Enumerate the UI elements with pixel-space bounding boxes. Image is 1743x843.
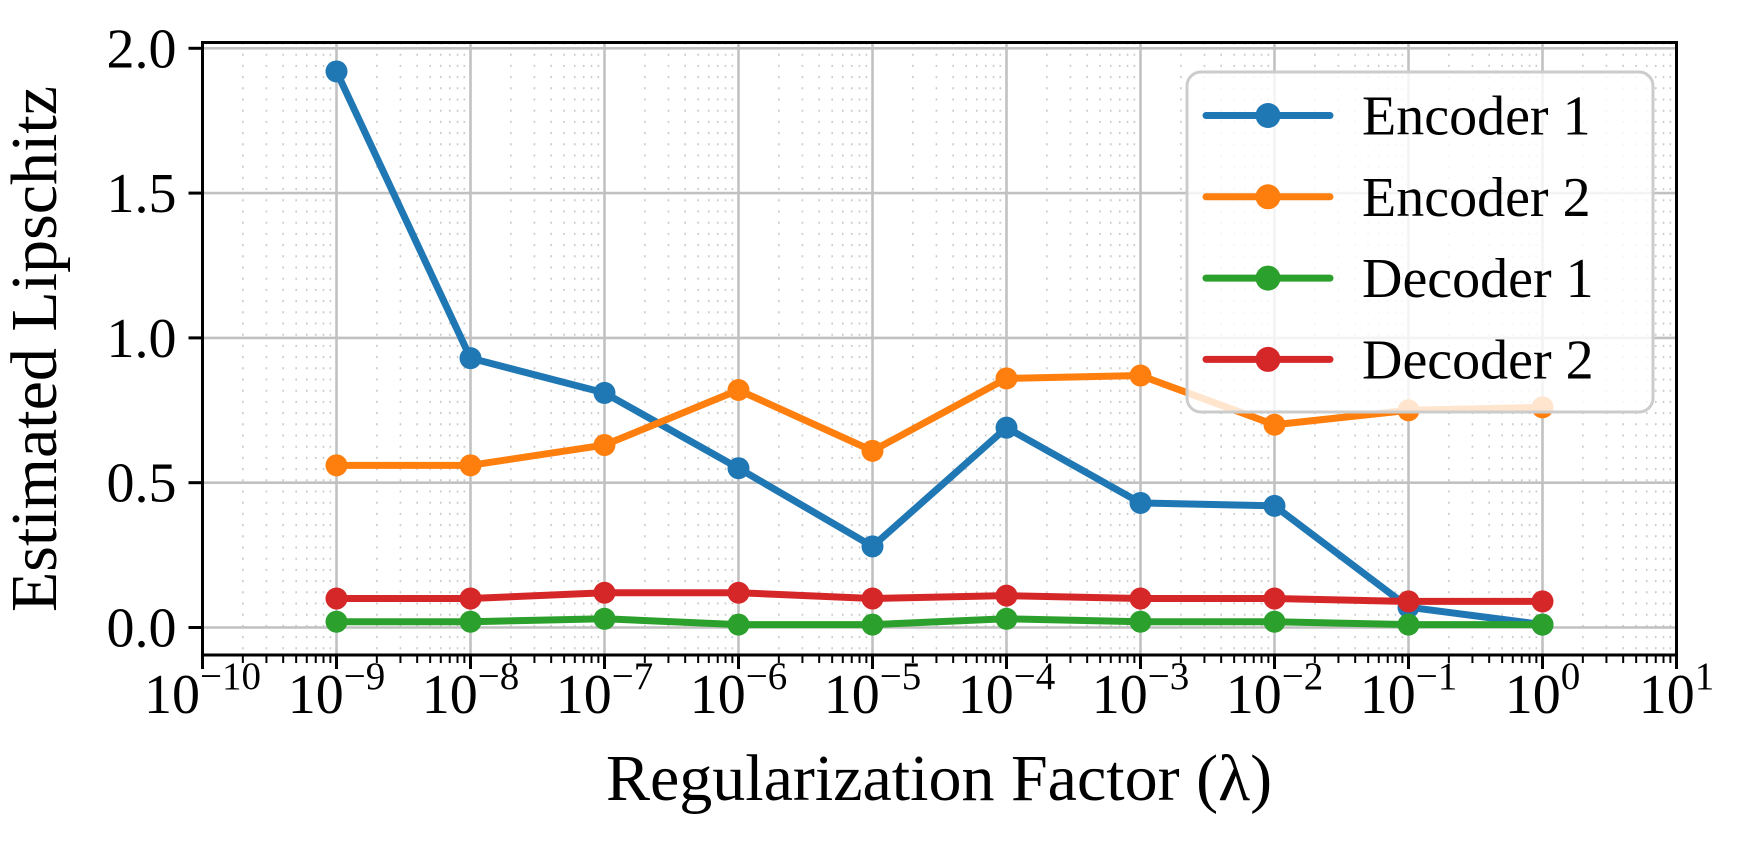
data-point-encoder-2	[727, 379, 750, 402]
y-tick-label: 1.5	[107, 163, 177, 225]
y-tick-label: 0.5	[107, 453, 177, 515]
series-lines	[325, 60, 1554, 636]
data-point-encoder-2	[1129, 364, 1152, 387]
x-tick-label: 10−10	[144, 655, 261, 726]
data-point-encoder-2	[995, 367, 1018, 390]
data-point-decoder-2	[593, 581, 616, 604]
legend-sample-marker-encoder-1	[1255, 103, 1281, 128]
data-point-decoder-1	[459, 610, 482, 633]
data-point-encoder-1	[325, 60, 348, 83]
x-tick-label: 10−1	[1360, 655, 1458, 726]
legend-label-encoder-1: Encoder 1	[1362, 86, 1591, 148]
data-point-decoder-2	[459, 587, 482, 610]
data-point-encoder-1	[727, 457, 750, 480]
x-tick-label: 10−2	[1226, 655, 1324, 726]
legend-sample-marker-decoder-1	[1255, 265, 1281, 291]
data-point-encoder-2	[325, 454, 348, 477]
x-tick-label: 10−8	[422, 655, 520, 726]
x-axis-title: Regularization Factor (λ)	[606, 742, 1272, 815]
x-tick-label: 10−6	[690, 655, 788, 726]
data-point-encoder-2	[861, 439, 884, 462]
axis-ticks	[188, 46, 1678, 669]
data-point-decoder-1	[995, 607, 1018, 630]
data-point-decoder-1	[1531, 613, 1554, 636]
data-point-decoder-1	[1263, 610, 1286, 633]
data-point-decoder-1	[325, 610, 348, 633]
data-point-decoder-2	[1263, 587, 1286, 610]
legend: Encoder 1 Encoder 2 Decoder 1 Decoder 2	[1185, 70, 1655, 414]
data-point-decoder-2	[727, 581, 750, 604]
data-point-decoder-2	[995, 584, 1018, 607]
legend-label-decoder-1: Decoder 1	[1362, 248, 1594, 310]
series-line-decoder-2	[333, 589, 1546, 605]
x-tick-label: 100	[1505, 655, 1581, 726]
data-point-decoder-1	[727, 613, 750, 636]
data-point-encoder-1	[861, 535, 884, 558]
data-point-decoder-1	[1129, 610, 1152, 633]
data-point-decoder-1	[861, 613, 884, 636]
y-tick-label: 2.0	[107, 18, 177, 80]
x-tick-label: 10−4	[958, 655, 1056, 726]
x-tick-label: 101	[1639, 655, 1715, 726]
y-tick-label: 1.0	[107, 308, 177, 370]
x-tick-label: 10−5	[824, 655, 922, 726]
legend-box	[1185, 70, 1655, 414]
plot-border-spine	[201, 41, 1678, 657]
data-point-encoder-1	[995, 416, 1018, 439]
data-point-encoder-1	[459, 347, 482, 370]
legend-label-encoder-2: Encoder 2	[1362, 167, 1591, 229]
legend-label-decoder-2: Decoder 2	[1362, 329, 1594, 391]
series-line-encoder-1	[333, 67, 1546, 629]
data-point-decoder-2	[1531, 590, 1554, 613]
data-point-encoder-1	[1263, 494, 1286, 517]
x-tick-label: 10−7	[556, 655, 654, 726]
axis-tick-labels: 10−10 10−9 10−8 10−7 10−6 10−5 10−4 10−3 10−2 10−…	[107, 18, 1715, 726]
x-tick-label: 10−9	[288, 655, 386, 726]
series-line-decoder-1	[333, 615, 1546, 629]
y-axis-title: Estimated Lipschitz	[0, 86, 71, 612]
data-point-encoder-2	[459, 454, 482, 477]
data-point-encoder-2	[1263, 413, 1286, 436]
data-point-decoder-2	[1397, 590, 1420, 613]
data-point-decoder-2	[325, 587, 348, 610]
series-line-encoder-2	[333, 372, 1546, 469]
data-point-decoder-1	[593, 607, 616, 630]
y-tick-label: 0.0	[107, 597, 177, 659]
legend-sample-marker-decoder-2	[1255, 346, 1281, 372]
data-point-encoder-1	[593, 381, 616, 404]
data-point-encoder-1	[1129, 491, 1152, 514]
data-point-decoder-1	[1397, 613, 1420, 636]
axes-spines	[201, 41, 1678, 657]
x-tick-label: 10−3	[1092, 655, 1190, 726]
data-point-encoder-2	[593, 434, 616, 457]
legend-sample-marker-encoder-2	[1255, 184, 1281, 210]
data-point-decoder-2	[861, 587, 884, 610]
data-point-decoder-2	[1129, 587, 1152, 610]
